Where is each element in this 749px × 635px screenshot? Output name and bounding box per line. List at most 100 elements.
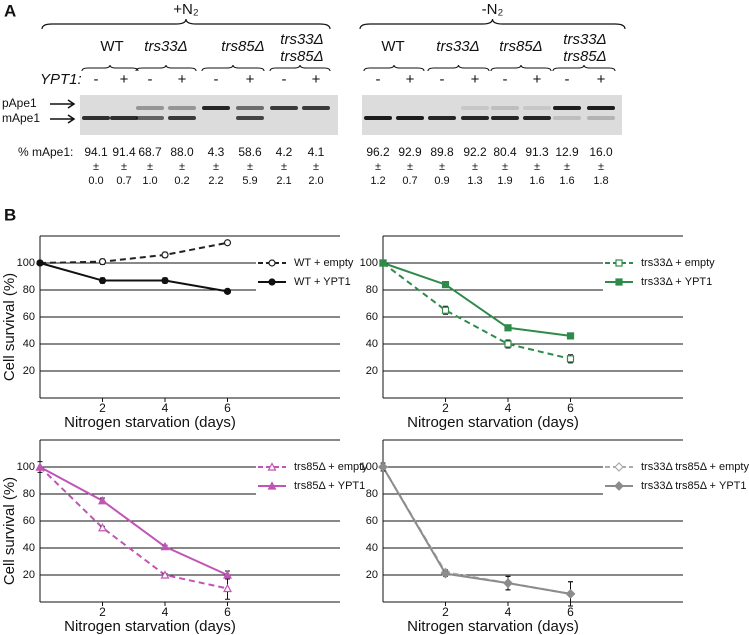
legend-label: trs33Δ + empty <box>641 257 715 269</box>
band <box>302 106 330 110</box>
point <box>98 276 107 285</box>
mape1-value: 4.2 <box>276 145 293 159</box>
point <box>566 332 575 340</box>
point <box>441 281 450 289</box>
x-tick-label: 2 <box>442 605 449 619</box>
plus-minus: ± <box>213 161 219 173</box>
series-line <box>382 262 571 360</box>
point <box>614 462 624 472</box>
point <box>97 522 108 532</box>
mape1-value: 80.4 <box>493 145 517 159</box>
point <box>98 258 107 266</box>
plus-minus: ± <box>472 161 478 173</box>
point <box>566 355 575 363</box>
y-tick-label: 100 <box>360 257 378 269</box>
point <box>35 462 45 471</box>
mape1-error: 1.2 <box>370 175 385 187</box>
y-tick-label: 40 <box>23 338 35 350</box>
point <box>503 578 513 588</box>
mape1-error: 5.9 <box>242 175 257 187</box>
point <box>161 276 169 285</box>
x-axis-label: Nitrogen starvation (days) <box>407 414 579 431</box>
y-axis-label: Cell survival (%) <box>1 273 18 381</box>
panel-label: A <box>4 1 16 20</box>
mape1-error: 1.8 <box>593 175 608 187</box>
strain-label: trs33Δ <box>563 31 606 48</box>
plus-minus: ± <box>564 161 570 173</box>
mape1-error: 1.6 <box>559 175 574 187</box>
y-axis-label: Cell survival (%) <box>1 477 18 585</box>
band <box>110 116 138 120</box>
strain-brace <box>135 64 197 72</box>
band <box>136 116 164 120</box>
mape1-value: 4.1 <box>308 145 325 159</box>
point <box>615 278 623 286</box>
mape1-value: 91.4 <box>112 145 136 159</box>
x-tick-label: 4 <box>162 401 169 415</box>
y-tick-label: 40 <box>366 542 378 554</box>
band <box>136 106 164 110</box>
ypt1-sign: + <box>533 71 542 88</box>
x-axis-label: Nitrogen starvation (days) <box>64 618 236 635</box>
strain-brace <box>363 64 425 72</box>
strain-brace <box>552 64 616 72</box>
y-tick-label: 100 <box>360 461 378 473</box>
ypt1-sign: - <box>282 71 287 88</box>
condition-brace <box>41 18 331 30</box>
band <box>553 106 581 110</box>
strain-label: WT <box>100 38 123 55</box>
band <box>491 116 519 120</box>
point <box>504 340 512 348</box>
mape1-value: 68.7 <box>138 145 162 159</box>
band <box>168 116 196 120</box>
point <box>222 570 233 579</box>
strain-label: trs85Δ <box>280 48 323 65</box>
y-tick-label: 80 <box>366 488 378 500</box>
strain-label: trs85Δ <box>563 48 606 65</box>
ypt1-sign: + <box>312 71 321 88</box>
plus-minus: ± <box>93 161 99 173</box>
mape1-error: 0.2 <box>174 175 189 187</box>
series-line <box>39 466 228 576</box>
x-axis-label: Nitrogen starvation (days) <box>407 618 579 635</box>
condition-label: -N₂ <box>482 1 504 18</box>
y-tick-label: 40 <box>366 338 378 350</box>
series-line <box>39 466 228 590</box>
plus-minus: ± <box>439 161 445 173</box>
point <box>441 306 450 314</box>
point <box>614 481 624 491</box>
strain-brace <box>201 64 265 72</box>
y-tick-label: 60 <box>366 311 378 323</box>
band <box>587 116 615 120</box>
y-tick-label: 60 <box>23 311 35 323</box>
strain-label: trs33Δ <box>436 38 479 55</box>
legend-bg <box>256 254 406 272</box>
y-tick-label: 40 <box>23 542 35 554</box>
legend-label: WT + empty <box>294 257 354 269</box>
legend-label: trs33Δ trs85Δ + empty <box>641 461 749 473</box>
point <box>379 259 387 267</box>
ypt1-sign: + <box>246 71 255 88</box>
band <box>236 116 264 120</box>
y-tick-label: 80 <box>23 284 35 296</box>
mape1-error: 0.7 <box>116 175 131 187</box>
ypt1-sign: - <box>148 71 153 88</box>
strain-brace <box>490 64 552 72</box>
y-tick-label: 100 <box>17 461 35 473</box>
legend-bg <box>603 477 749 495</box>
legend-bg <box>603 273 749 291</box>
point <box>267 462 277 471</box>
y-tick-label: 20 <box>23 569 35 581</box>
band <box>428 116 456 120</box>
strain-brace <box>269 64 331 72</box>
mape1-value: 16.0 <box>589 145 613 159</box>
condition-label: +N₂ <box>173 1 199 18</box>
x-tick-label: 2 <box>99 401 106 415</box>
legend-label: trs33Δ + YPT1 <box>641 276 712 288</box>
point <box>36 259 44 267</box>
legend-label: WT + YPT1 <box>294 276 351 288</box>
x-tick-label: 6 <box>567 401 574 415</box>
point <box>378 462 388 472</box>
